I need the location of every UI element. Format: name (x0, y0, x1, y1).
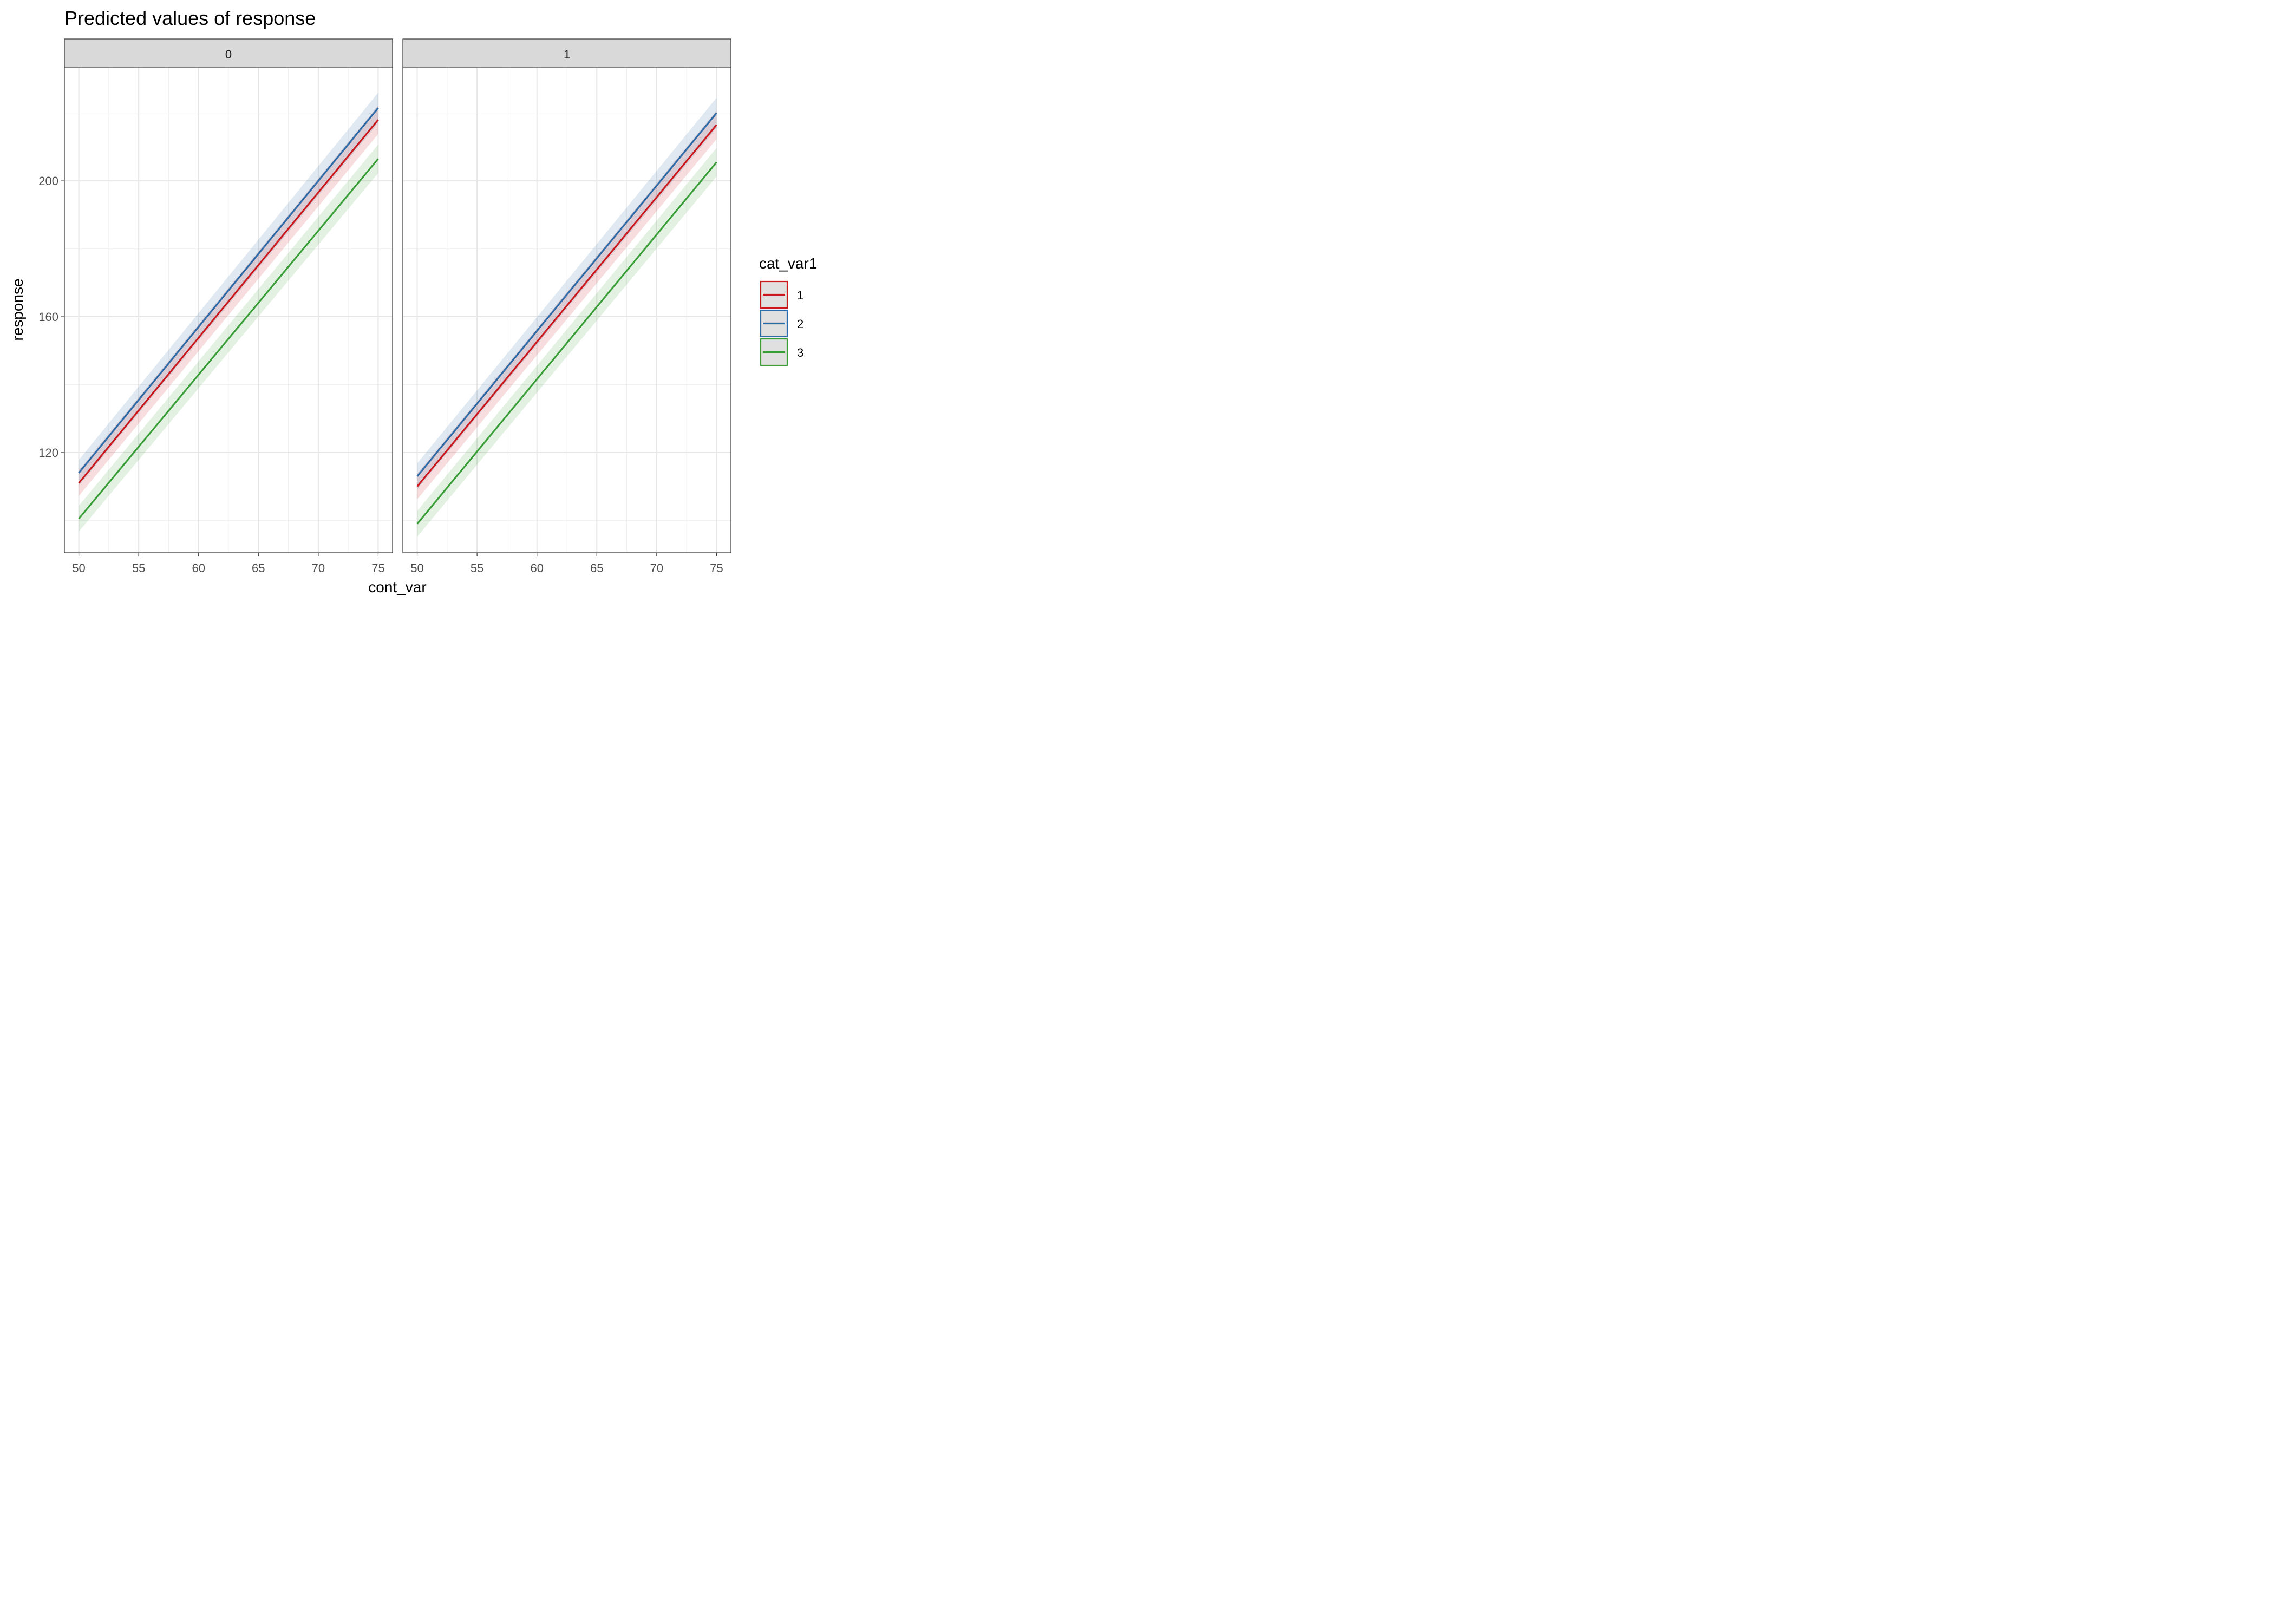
facet-strip-label: 1 (564, 48, 570, 61)
y-tick-label: 160 (38, 310, 58, 324)
series-line-1 (78, 119, 379, 484)
x-tick-label: 70 (312, 561, 325, 575)
x-tick-label: 65 (590, 561, 603, 575)
facet-strip-label: 0 (225, 48, 232, 61)
facet-panel-0: 0 50 55 60 65 70 75 120 160 200 (38, 38, 393, 575)
chart-title: Predicted values of response (64, 7, 316, 29)
x-tick-label: 70 (650, 561, 663, 575)
x-tick-label: 60 (192, 561, 205, 575)
legend-item-3: 3 (760, 338, 803, 366)
legend-label: 1 (797, 289, 803, 302)
series-line-3 (78, 158, 379, 520)
x-tick-label: 75 (710, 561, 723, 575)
legend-title: cat_var1 (759, 255, 817, 272)
panel-border (64, 67, 393, 553)
facet-panels: 0 50 55 60 65 70 75 120 160 200 1 50 55 60 65 70 75 (38, 38, 731, 575)
x-tick-label: 50 (72, 561, 85, 575)
legend-label: 2 (797, 317, 803, 331)
x-axis-title: cont_var (368, 579, 426, 595)
legend-item-1: 1 (760, 280, 803, 309)
legend-item-2: 2 (760, 309, 803, 338)
facet-strip (64, 38, 393, 68)
x-tick-label: 55 (132, 561, 145, 575)
x-tick-label: 65 (252, 561, 265, 575)
y-tick-label: 120 (38, 446, 58, 460)
x-tick-label: 50 (410, 561, 423, 575)
x-tick-label: 55 (471, 561, 483, 575)
series-line-1 (416, 124, 717, 487)
y-tick-label: 200 (38, 174, 58, 188)
legend: cat_var1 1 2 3 (759, 255, 817, 366)
panel-border (402, 67, 731, 553)
x-tick-label: 75 (371, 561, 384, 575)
chart: Predicted values of response 0 50 55 60 65 70… (9, 7, 817, 595)
series-line-2 (416, 112, 717, 477)
series-line-3 (416, 161, 717, 525)
facet-panel-1: 1 50 55 60 65 70 75 (402, 38, 731, 575)
series-line-2 (78, 107, 379, 474)
legend-label: 3 (797, 346, 803, 359)
x-tick-label: 60 (530, 561, 543, 575)
y-axis-title: response (9, 278, 26, 340)
